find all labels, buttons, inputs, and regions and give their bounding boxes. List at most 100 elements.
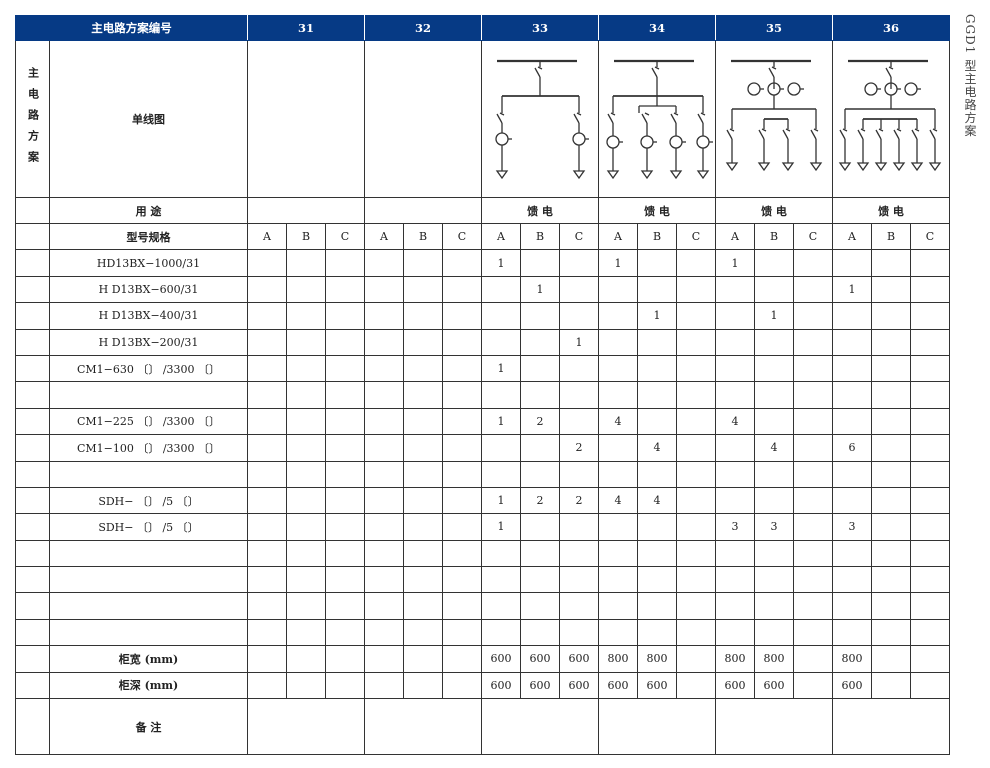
- quantity-cell: [910, 486, 950, 515]
- quantity-cell: [481, 618, 521, 647]
- quantity-cell: [403, 645, 443, 673]
- quantity-cell: [286, 381, 326, 409]
- quantity-cell: [871, 407, 911, 436]
- quantity-cell: [832, 592, 872, 620]
- row-label: H D13BX−600/31: [49, 275, 248, 304]
- quantity-cell: [520, 381, 560, 409]
- quantity-cell: [754, 249, 794, 277]
- quantity-cell: [325, 486, 365, 515]
- quantity-cell: [910, 407, 950, 436]
- quantity-cell: 2: [559, 486, 599, 515]
- quantity-cell: [403, 381, 443, 409]
- current-transformer-icon: [904, 82, 918, 96]
- blank-cell: [15, 645, 50, 673]
- quantity-cell: [442, 302, 482, 330]
- quantity-cell: [676, 381, 716, 409]
- quantity-cell: [325, 539, 365, 568]
- table-row: H D13BX−600/31 1 1: [15, 275, 950, 304]
- quantity-cell: 2: [559, 434, 599, 462]
- quantity-cell: [286, 354, 326, 383]
- model-label: 型号规格: [49, 222, 248, 251]
- quantity-cell: [832, 407, 872, 436]
- quantity-cell: [676, 407, 716, 436]
- blank-cell: [15, 302, 50, 330]
- row-label: CM1−225 〔〕 /3300 〔〕: [49, 407, 248, 436]
- quantity-cell: [403, 302, 443, 330]
- quantity-cell: [715, 566, 755, 594]
- switch-icon: [810, 129, 817, 140]
- quantity-cell: [754, 275, 794, 304]
- quantity-cell: [559, 407, 599, 436]
- outgoing-arrow-icon: [928, 162, 942, 172]
- quantity-cell: [871, 592, 911, 620]
- diagram-svg: [495, 59, 589, 180]
- subcol-header: C: [793, 222, 833, 251]
- blank-cell: [15, 434, 50, 462]
- quantity-cell: [793, 354, 833, 383]
- quantity-cell: [403, 486, 443, 515]
- quantity-cell: [442, 486, 482, 515]
- row-label: [49, 539, 248, 568]
- quantity-cell: [559, 249, 599, 277]
- quantity-cell: [247, 407, 287, 436]
- quantity-cell: [871, 513, 911, 541]
- diagram-svg: [725, 59, 823, 172]
- quantity-cell: [559, 592, 599, 620]
- quantity-cell: [325, 275, 365, 304]
- quantity-cell: [364, 566, 404, 594]
- quantity-cell: [559, 302, 599, 330]
- quantity-cell: [247, 275, 287, 304]
- quantity-cell: [481, 566, 521, 594]
- quantity-cell: 600: [520, 645, 560, 673]
- quantity-cell: 1: [637, 302, 677, 330]
- quantity-cell: [910, 249, 950, 277]
- quantity-cell: [247, 539, 287, 568]
- quantity-cell: [403, 460, 443, 488]
- quantity-cell: [910, 354, 950, 383]
- remarks-label: 备 注: [49, 698, 248, 756]
- outgoing-arrow-icon: [910, 162, 924, 172]
- quantity-cell: [598, 618, 638, 647]
- quantity-cell: [637, 249, 677, 277]
- quantity-cell: [715, 381, 755, 409]
- table-row: [15, 381, 950, 409]
- quantity-cell: 4: [598, 407, 638, 436]
- switch-icon: [670, 113, 677, 124]
- quantity-cell: [754, 539, 794, 568]
- quantity-cell: 600: [715, 671, 755, 700]
- outgoing-arrow-icon: [572, 170, 586, 180]
- quantity-cell: [793, 645, 833, 673]
- quantity-cell: [715, 618, 755, 647]
- blank-cell: [15, 698, 50, 756]
- side-title: GGD1 型主电路方案: [963, 14, 977, 138]
- quantity-cell: [286, 618, 326, 647]
- switch-icon: [607, 113, 614, 124]
- quantity-cell: [286, 460, 326, 488]
- quantity-cell: [559, 513, 599, 541]
- quantity-cell: [286, 275, 326, 304]
- quantity-cell: [286, 645, 326, 673]
- switch-mark: [673, 112, 679, 116]
- quantity-cell: [247, 302, 287, 330]
- switch-icon: [768, 67, 775, 78]
- quantity-cell: [793, 592, 833, 620]
- quantity-cell: [754, 354, 794, 383]
- quantity-cell: 4: [637, 486, 677, 515]
- blank-cell: [15, 197, 50, 224]
- quantity-cell: 800: [637, 645, 677, 673]
- quantity-cell: [325, 671, 365, 700]
- diagram-svg: [606, 59, 713, 180]
- quantity-cell: 1: [520, 275, 560, 304]
- quantity-cell: [715, 302, 755, 330]
- quantity-cell: [832, 539, 872, 568]
- quantity-cell: [871, 671, 911, 700]
- quantity-cell: [715, 486, 755, 515]
- quantity-cell: [325, 354, 365, 383]
- blank-cell: [15, 592, 50, 620]
- quantity-cell: [403, 566, 443, 594]
- quantity-cell: [364, 354, 404, 383]
- quantity-cell: [364, 671, 404, 700]
- quantity-cell: 1: [754, 302, 794, 330]
- blank-cell: [15, 566, 50, 594]
- quantity-cell: [832, 460, 872, 488]
